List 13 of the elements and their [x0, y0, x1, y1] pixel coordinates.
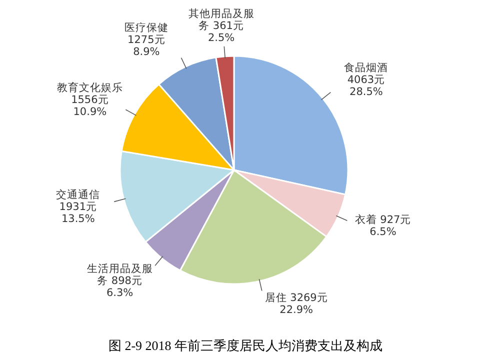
slice-label: 生活用品及服务 898元 6.3% — [86, 263, 154, 300]
data-label: 1931元 13.5% — [59, 200, 98, 225]
slice-label: 教育文化娱乐 — [56, 82, 123, 94]
data-label: 4063元 28.5% — [347, 74, 386, 98]
slice-label: 衣着 927元 6.5% — [354, 214, 412, 238]
slice-label: 居住 3269元 22.9% — [264, 292, 329, 316]
text: 图 2-9 2018 年前三季度居民人均消费支出及构成 — [107, 337, 384, 355]
data-label: 1556元 10.9% — [71, 94, 109, 118]
slice-label: 食品烟酒 — [344, 62, 388, 74]
data-label: 1275元 8.9% — [128, 34, 166, 58]
slice-label: 医疗保健 — [124, 22, 168, 34]
slice-label: 其他用品及服务 361元 2.5% — [187, 8, 256, 44]
slice-label: 交通通信 — [56, 188, 100, 201]
